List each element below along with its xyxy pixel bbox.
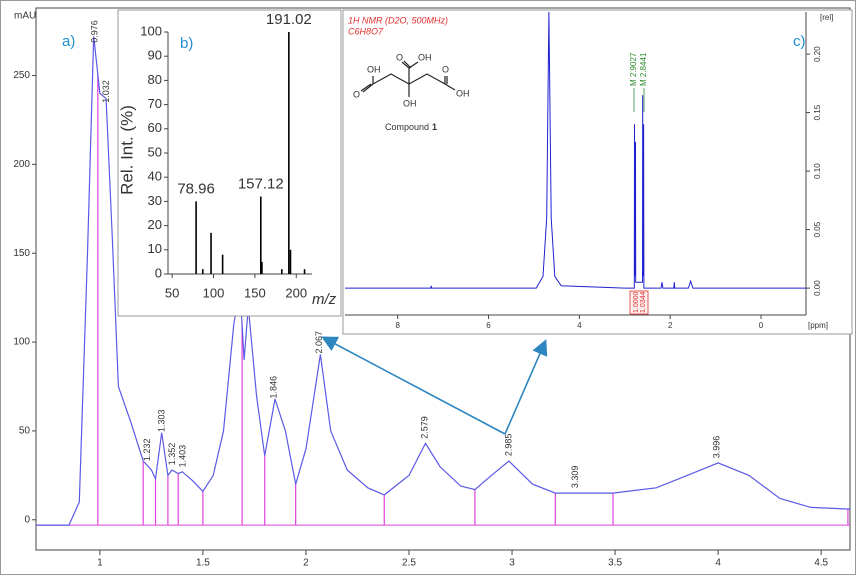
y-tick-label: 100 bbox=[13, 337, 30, 348]
chromatogram-line bbox=[36, 36, 850, 526]
y-tick-label: 200 bbox=[13, 159, 30, 170]
formula: C6H8O7 bbox=[348, 26, 384, 36]
subtitle: 1H NMR (D2O, 500MHz) bbox=[348, 15, 448, 25]
y-tick-label: 60 bbox=[148, 120, 162, 135]
x-tick-label: 100 bbox=[203, 285, 225, 300]
peak-label: 2.985 bbox=[503, 434, 513, 457]
peak-label: 2.579 bbox=[420, 416, 430, 439]
peak-label: 0.976 bbox=[89, 20, 99, 43]
peak-label: 1.846 bbox=[269, 376, 279, 399]
x-tick-label: 150 bbox=[244, 285, 266, 300]
y-axis-label: Rel. Int. (%) bbox=[117, 105, 136, 195]
mass-spectrum: Rel. Int. (%) m/z b) 0 10 20 30 40 50 60 70 80 90… bbox=[117, 9, 342, 317]
compound-label: Compound 1 bbox=[385, 122, 437, 132]
peak-label: 157.12 bbox=[238, 176, 284, 193]
integral-box bbox=[629, 290, 649, 315]
y-tick-label: 250 bbox=[13, 70, 30, 81]
atom-label: OH bbox=[367, 64, 381, 74]
peak-label: 1.303 bbox=[157, 409, 167, 432]
y-tick-label: 10 bbox=[148, 241, 162, 256]
y-tick-label: 0 bbox=[155, 265, 162, 280]
x-tick-label: 4.5 bbox=[814, 558, 828, 569]
inset-frame bbox=[117, 9, 342, 317]
x-tick-label: 2 bbox=[303, 558, 309, 569]
x-tick-label: 0 bbox=[759, 321, 764, 330]
y-tick-label: 100 bbox=[140, 23, 162, 38]
panel-label: a) bbox=[62, 33, 75, 50]
y-tick-label: 0 bbox=[24, 514, 30, 525]
y-tick-label: 30 bbox=[148, 193, 162, 208]
integral-label: 1.0000 bbox=[633, 291, 640, 313]
y-tick-label: 0.10 bbox=[813, 163, 822, 179]
peak-label: M 2.8441 bbox=[639, 52, 648, 86]
x-tick-label: 4 bbox=[577, 321, 582, 330]
y-tick-label: 70 bbox=[148, 96, 162, 111]
x-tick-label: 2.5 bbox=[402, 558, 416, 569]
y-tick-label: 0.20 bbox=[813, 46, 822, 62]
y-tick-label: 150 bbox=[13, 248, 30, 259]
atom-label: O bbox=[442, 64, 449, 74]
peak-label: 1.403 bbox=[177, 445, 187, 468]
atom-label: OH bbox=[456, 88, 470, 98]
integral-label: 1.0344 bbox=[640, 291, 647, 313]
y-axis-label: [rel] bbox=[820, 13, 833, 22]
x-axis-label: m/z bbox=[312, 291, 337, 308]
y-tick-label: 50 bbox=[19, 426, 31, 437]
x-tick-label: 8 bbox=[395, 321, 400, 330]
y-tick-label: 0.00 bbox=[813, 280, 822, 296]
arrows bbox=[321, 336, 548, 435]
y-tick-label: 40 bbox=[148, 169, 162, 184]
inset-frame bbox=[342, 9, 853, 335]
y-tick-label: 90 bbox=[148, 48, 162, 63]
x-tick-label: 4 bbox=[715, 558, 721, 569]
x-tick-label: 200 bbox=[285, 285, 307, 300]
peak-label: 78.96 bbox=[177, 180, 215, 197]
peak-label: 1.232 bbox=[142, 439, 152, 462]
x-tick-label: 50 bbox=[165, 285, 179, 300]
y-tick-label: 0.15 bbox=[813, 104, 822, 120]
x-tick-label: 2 bbox=[668, 321, 673, 330]
peak-label: 1.032 bbox=[101, 80, 111, 103]
y-tick-label: 50 bbox=[148, 144, 162, 159]
atom-label: OH bbox=[403, 98, 417, 108]
x-tick-label: 1 bbox=[97, 558, 103, 569]
panel-label: b) bbox=[180, 35, 193, 52]
x-axis-label: [ppm] bbox=[808, 321, 828, 330]
panel-label: c) bbox=[793, 33, 806, 50]
atom-label: O bbox=[353, 89, 360, 99]
peak-label: 3.309 bbox=[570, 466, 580, 489]
peak-label: 191.02 bbox=[266, 11, 312, 28]
atom-label: OH bbox=[418, 52, 432, 62]
x-tick-label: 3.5 bbox=[608, 558, 622, 569]
structure bbox=[360, 60, 456, 97]
y-tick-label: 20 bbox=[148, 217, 162, 232]
y-tick-label: 0.05 bbox=[813, 221, 822, 237]
y-axis-label: mAU bbox=[14, 11, 36, 22]
nmr-spectrum: 1H NMR (D2O, 500MHz) C6H8O7 c) [rel] [pp… bbox=[342, 9, 853, 335]
x-tick-label: 3 bbox=[509, 558, 515, 569]
y-tick-label: 80 bbox=[148, 72, 162, 87]
peak-label: M 2.9027 bbox=[629, 52, 638, 86]
spectrum-line bbox=[345, 12, 806, 289]
atom-label: O bbox=[396, 52, 403, 62]
peak-label: 3.996 bbox=[712, 436, 722, 459]
peak-label: 2.067 bbox=[314, 331, 324, 354]
peak-label: 1.352 bbox=[167, 443, 177, 466]
x-tick-label: 6 bbox=[486, 321, 491, 330]
x-tick-label: 1.5 bbox=[196, 558, 210, 569]
